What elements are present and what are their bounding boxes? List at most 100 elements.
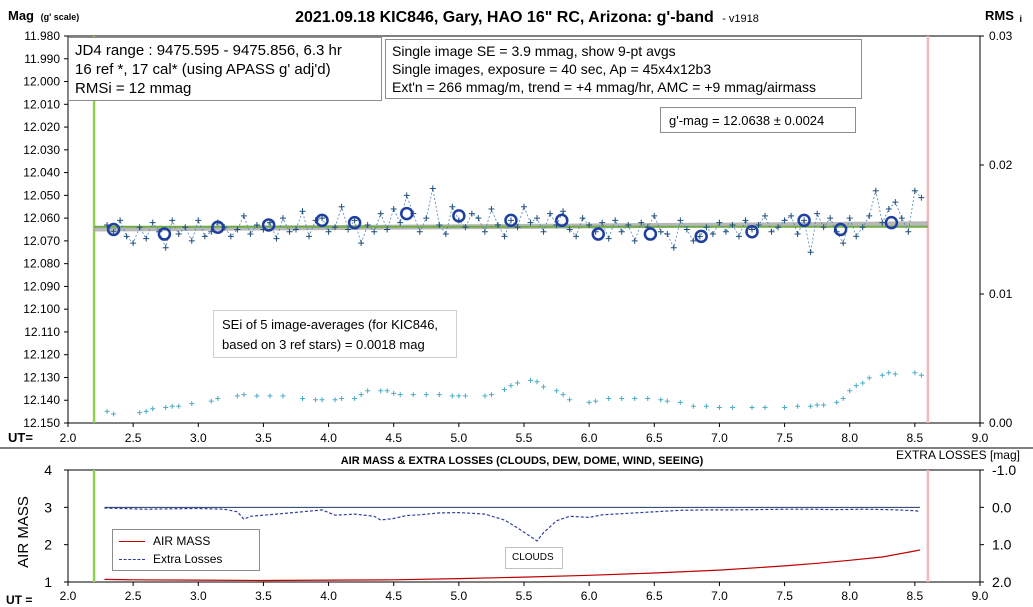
chart1-sei-point [860,380,866,386]
chart1-sei-point [234,393,240,399]
chart1-single-image-point [879,219,886,226]
chart2-x-tick-label: 6.5 [646,589,663,603]
chart1-single-image-point [729,221,736,228]
chart1-y2-tick-label: 0.02 [989,158,1013,172]
chart1-sei-point [560,392,566,398]
chart1-single-image-point [547,210,554,217]
chart1-sei-point [814,402,820,408]
chart1-single-image-point [631,237,638,244]
chart1-single-image-point [273,235,280,242]
chart2-y-tick-label: 4 [44,462,52,478]
info-right-line-3: Ext'n = 266 mmag/m, trend = +4 mmag/hr, … [392,79,817,95]
chart1-sei-point [749,405,755,411]
chart1-single-image-point [234,226,241,233]
chart1-single-image-point [436,221,443,228]
chart1-single-image-point [468,210,475,217]
chart1-single-image-point [716,219,723,226]
chart1-x-tick-label: 4.5 [385,431,402,445]
chart1-single-image-point [384,226,391,233]
chart1-sei-point [567,397,573,403]
chart1-x-axis-label: UT= [8,430,33,445]
chart1-single-image-point [130,240,137,247]
chart1-single-image-point [599,219,606,226]
chart2-y2-tick-label: -1.0 [992,462,1016,478]
chart1-x-tick-label: 7.0 [711,431,728,445]
chart1-single-image-point [514,224,521,231]
chart1-single-image-point [423,215,430,222]
chart1-sei-point [658,397,664,403]
chart1-y2-tick-label: 0.03 [989,29,1013,43]
clouds-annotation-box: CLOUDS [505,547,563,569]
chart2-x-tick-label: 8.5 [907,589,924,603]
chart1-single-image-point [605,235,612,242]
info-left-line-1: JD4 range : 9475.595 - 9475.856, 6.3 hr [75,42,342,59]
chart1-x-tick-label: 3.5 [255,431,272,445]
chart1-single-image-point [371,228,378,235]
chart1-single-image-point [735,233,742,240]
legend-item-extra-losses: Extra Losses [119,550,253,568]
chart1-sei-point [384,388,390,394]
chart1-single-image-point [801,217,808,224]
chart1-single-image-point [677,217,684,224]
chart1-single-image-point [579,215,586,222]
chart1-sei-point [137,410,143,416]
chart1-single-image-point [781,217,788,224]
chart2-x-tick-label: 7.0 [711,589,728,603]
chart1-y-tick-label: 12.000 [23,75,60,89]
chart1-single-image-point [794,231,801,238]
chart2-x-tick-label: 3.0 [190,589,207,603]
chart1-single-image-point [332,224,339,231]
chart2-y2-tick-label: 0.0 [992,499,1012,515]
chart2-x-tick-label: 3.5 [255,589,272,603]
legend-box: AIR MASS Extra Losses [112,529,260,571]
chart1-single-image-point [475,215,482,222]
chart1-y2-axis-label: RMS i [985,8,1022,24]
chart1-sei-point [488,392,494,398]
chart1-single-image-point [625,221,632,228]
chart1-single-image-point [390,206,397,213]
chart1-sei-point [847,388,853,394]
chart1-avg-point [315,213,329,228]
chart1-sei-point [176,403,182,409]
chart1-sei-point [423,392,429,398]
chart2-y-tick-label: 2 [44,537,52,553]
chart1-single-image-point [859,224,866,231]
chart1-sei-point [554,388,560,394]
chart1-sei-point [690,403,696,409]
chart1-y-tick-label: 12.150 [23,416,60,430]
chart1-single-image-point [507,217,514,224]
chart1-single-image-point [449,203,456,210]
chart1-single-image-point [195,217,202,224]
chart1-y-tick-label: 12.110 [24,325,60,339]
chart1-single-image-point [253,221,260,228]
chart1-sei-point [189,401,195,407]
chart1-sei-point [254,393,260,399]
chart1-single-image-point [690,237,697,244]
chart1-sei-point [241,392,247,398]
chart1-avg-point [347,215,362,230]
chart1-sei-point [378,388,384,394]
chart2-x-tick-label: 7.5 [776,589,793,603]
chart1-sei-point [280,393,286,399]
chart2-y-axis-label: AIR MASS [15,496,32,568]
chart1-sei-point [834,399,840,405]
chart1-single-image-point [918,194,925,201]
chart1-sei-point [593,398,599,404]
info-right-line-1: Single image SE = 3.9 mmag, show 9-pt av… [392,43,676,59]
chart1-single-image-point [416,228,423,235]
chart1-x-tick-label: 3.0 [190,431,207,445]
chart1-sei-point [879,372,885,378]
chart1-avg-point [157,227,172,241]
chart1-single-image-point [560,208,567,215]
chart1-single-image-point [286,228,293,235]
chart1-sei-point [456,393,462,399]
info-box-right: Single image SE = 3.9 mmag, show 9-pt av… [385,39,862,99]
chart1-y-tick-label: 12.010 [23,97,60,111]
chart1-y-tick-label: 12.060 [23,211,60,225]
chart1-single-image-point [775,224,782,231]
chart1-sei-point [169,403,175,409]
chart1-sei-point [143,408,149,414]
chart1-single-image-point [755,221,762,228]
chart1-single-image-point [364,221,371,228]
chart1-single-image-point [664,231,671,238]
